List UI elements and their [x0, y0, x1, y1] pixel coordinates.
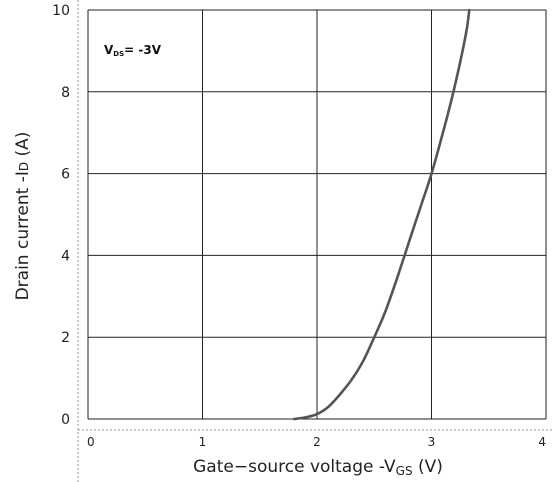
grid: [87, 9, 547, 420]
series-line: [292, 8, 471, 421]
x-axis-label-unit: (V): [413, 457, 443, 477]
y-tick-label: 0: [61, 412, 70, 428]
y-tick-label: 8: [61, 85, 70, 101]
x-tick-labels: 0 1 2 3 4: [87, 435, 546, 449]
x-tick-label: 3: [428, 435, 436, 449]
vds-annotation-sub: DS: [113, 50, 124, 58]
x-tick-label: 1: [199, 435, 207, 449]
vds-annotation-tail: = -3V: [124, 43, 162, 57]
y-tick-label: 6: [61, 167, 70, 183]
x-tick-label: 2: [313, 435, 321, 449]
x-axis-label: Gate−source voltage -VGS (V): [193, 457, 443, 478]
x-axis-label-main: Gate−source voltage -V: [193, 457, 396, 477]
y-axis-label-sub: D: [17, 162, 31, 171]
y-tick-label: 10: [52, 3, 70, 19]
x-tick-label: 4: [538, 435, 546, 449]
x-tick-label: 0: [87, 435, 95, 449]
y-axis-label: Drain current -ID (A): [13, 132, 33, 301]
y-tick-label: 2: [61, 330, 70, 346]
y-axis-label-unit: (A): [13, 132, 33, 162]
vds-annotation-main: V: [104, 43, 114, 57]
y-axis-label-main: Drain current -I: [13, 171, 33, 300]
y-tick-label: 4: [61, 248, 70, 264]
x-axis-label-sub: GS: [396, 464, 413, 478]
y-tick-labels: 0 2 4 6 8 10: [52, 3, 70, 428]
vds-annotation: VDS= -3V: [104, 43, 162, 58]
